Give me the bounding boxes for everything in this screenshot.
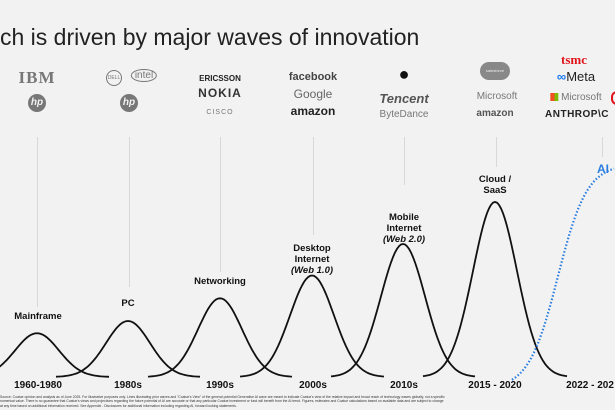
wave-label-desktop-internet: Desktop Internet (Web 1.0) bbox=[290, 243, 334, 276]
connector-line bbox=[404, 137, 405, 185]
amazon-logo: amazon bbox=[476, 108, 514, 119]
apple-logo: ● bbox=[398, 64, 410, 84]
microsoft-logo: Microsoft bbox=[476, 91, 518, 102]
period-label: 2022 - 202 bbox=[566, 380, 614, 391]
wave-mainframe bbox=[0, 332, 110, 378]
salesforce-logo: salesforce bbox=[480, 62, 510, 80]
period-label: 2000s bbox=[299, 380, 327, 391]
wave-desktop-internet bbox=[239, 274, 385, 378]
period-label: 1980s bbox=[114, 380, 142, 391]
anthropic-logo: ANTHROP\C bbox=[545, 109, 609, 120]
bytedance-logo: ByteDance bbox=[379, 109, 429, 120]
meta-infinity-icon: ∞ bbox=[556, 69, 567, 84]
meta-logo: ∞Meta bbox=[556, 69, 596, 84]
cisco-logo: cisco bbox=[206, 109, 234, 116]
wave-label-cloud-saas: Cloud / SaaS bbox=[478, 174, 512, 196]
connector-line bbox=[496, 137, 497, 167]
facebook-logo: facebook bbox=[288, 71, 338, 83]
wave-mobile-internet bbox=[330, 243, 476, 378]
hp-logo: hp bbox=[28, 94, 46, 112]
wave-label-pc: PC bbox=[121, 298, 135, 309]
wave-cloud-saas bbox=[422, 201, 568, 378]
wave-label-networking: Networking bbox=[194, 276, 246, 287]
period-label: 2010s bbox=[390, 380, 418, 391]
wave-ai bbox=[511, 167, 615, 381]
microsoft-icon bbox=[550, 93, 559, 101]
period-label: 1960-1980 bbox=[14, 380, 62, 391]
google-logo: Google bbox=[293, 87, 333, 101]
partial-logo bbox=[611, 91, 615, 105]
footnote: Source: Coatue opinion and analysis as o… bbox=[0, 395, 445, 408]
period-label: 2015 - 2020 bbox=[468, 380, 522, 391]
tencent-logo: Tencent bbox=[379, 91, 429, 106]
wave-label-mainframe: Mainframe bbox=[14, 311, 62, 322]
period-label: 1990s bbox=[206, 380, 234, 391]
connector-line bbox=[313, 137, 314, 235]
hp-logo: hp bbox=[120, 94, 138, 112]
amazon-logo: amazon bbox=[290, 104, 336, 118]
connector-line bbox=[37, 137, 38, 307]
nokia-logo: NOKIA bbox=[198, 86, 242, 100]
wave-networking bbox=[147, 297, 293, 378]
connector-line bbox=[129, 137, 130, 287]
connector-line bbox=[602, 137, 603, 157]
microsoft-logo: Microsoft bbox=[550, 92, 602, 103]
ericsson-logo: ERICSSON bbox=[199, 74, 241, 83]
tsmc-logo: tsmc bbox=[561, 52, 587, 67]
dell-logo: DELL bbox=[106, 70, 122, 86]
ibm-logo: IBM bbox=[18, 68, 56, 87]
connector-line bbox=[220, 137, 221, 272]
slide-title: ch is driven by major waves of innovatio… bbox=[0, 24, 420, 50]
wave-label-ai: AI bbox=[597, 162, 609, 176]
wave-pc bbox=[55, 320, 201, 378]
intel-logo: intel bbox=[130, 69, 158, 82]
wave-label-mobile-internet: Mobile Internet (Web 2.0) bbox=[382, 212, 426, 245]
